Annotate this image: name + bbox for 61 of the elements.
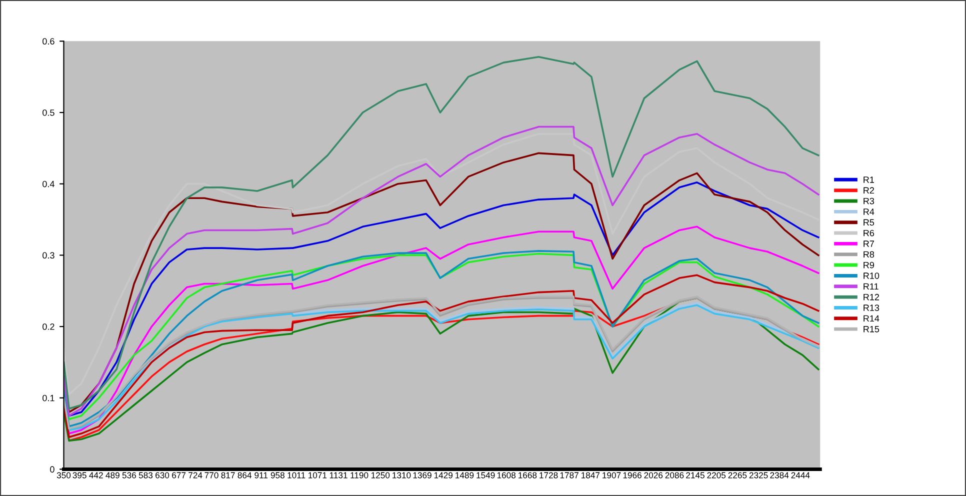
x-tick-label: 536 [122,472,136,478]
x-tick-label: 395 [72,472,86,478]
x-tick-label: 911 [254,472,268,478]
x-tick-label: 2325 [749,472,768,478]
x-tick-label: 1847 [581,472,600,478]
x-tick-label: 2026 [644,472,663,478]
legend-label: R2 [864,187,874,194]
legend-label: R13 [864,304,880,311]
legend-label: R3 [864,198,874,204]
x-tick-label: 724 [188,472,202,478]
x-tick-label: 442 [89,472,103,478]
legend-label: R9 [864,262,874,268]
x-tick-label: 350 [56,472,71,478]
x-tick-label: 864 [238,472,252,478]
x-tick-label: 489 [106,472,120,478]
x-tick-label: 770 [204,472,218,478]
x-tick-label: 2145 [686,472,704,478]
x-tick-label: 1190 [350,472,368,478]
legend-label: R7 [864,240,874,247]
y-tick-label: 0.1 [42,394,54,402]
x-tick-label: 583 [138,472,153,478]
x-tick-label: 1489 [456,472,474,478]
legend-label: R15 [864,326,880,332]
y-tick-label: 0.6 [42,38,54,45]
legend-label: R11 [864,283,878,290]
x-tick-label: 817 [221,472,235,478]
x-tick-label: 1250 [371,472,390,478]
x-tick-label: 1310 [392,472,411,478]
y-tick-label: 0 [50,466,54,473]
x-tick-label: 1369 [413,472,432,478]
legend-label: R10 [864,272,880,279]
x-tick-label: 1071 [308,472,327,478]
x-tick-label: 2265 [728,472,747,478]
x-tick-label: 958 [270,472,284,478]
legend-label: R6 [864,230,874,236]
legend-label: R12 [864,294,880,300]
x-tick-label: 2384 [770,472,789,478]
legend-label: R8 [864,251,874,258]
y-tick-label: 0.4 [42,180,54,188]
y-tick-label: 0.3 [42,252,54,259]
legend-label: R14 [864,315,880,322]
x-tick-label: 1011 [288,472,306,478]
x-tick-label: 1907 [602,472,621,478]
y-tick-label: 0.2 [42,324,54,330]
x-tick-label: 2205 [707,472,726,478]
x-tick-label: 630 [156,472,170,478]
x-tick-label: 1131 [330,472,348,478]
x-tick-label: 2086 [665,472,684,478]
y-tick-label: 0.5 [42,109,54,116]
x-tick-label: 1787 [560,472,578,478]
x-tick-label: 1608 [497,472,516,478]
x-tick-label: 1549 [476,472,495,478]
x-tick-label: 1668 [518,472,537,478]
legend-label: R1 [864,176,874,183]
legend-label: R4 [864,208,874,215]
x-tick-label: 1966 [623,472,642,478]
x-tick-label: 677 [172,472,186,478]
x-tick-label: 1728 [540,472,558,478]
x-tick-label: 2444 [791,472,810,478]
x-tick-label: 1429 [434,472,453,478]
legend-label: R5 [864,219,874,226]
